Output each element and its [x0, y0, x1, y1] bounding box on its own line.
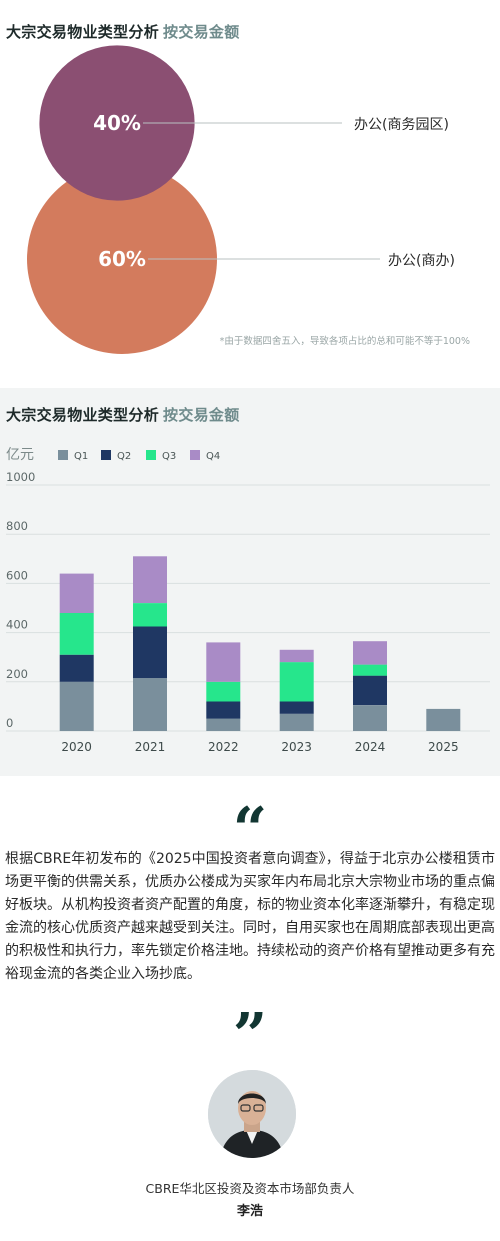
- bubble-footnote: *由于数据四舍五入，导致各项占比的总和可能不等于100%: [219, 336, 470, 347]
- x-tick-label-2020: 2020: [61, 740, 92, 754]
- y-axis-unit-label: 亿元: [6, 447, 34, 463]
- bar-2021-Q2: [133, 626, 167, 679]
- bar-2023-Q3: [279, 662, 314, 702]
- close-quote-icon: ”: [232, 1001, 268, 1071]
- bubble-chart: 40% 办公(商务园区) 60% 办公(商办): [27, 45, 455, 354]
- bubble-value-label-1: 40%: [93, 111, 141, 135]
- bubble-2: [27, 164, 217, 354]
- bubble-chart-title: 大宗交易物业类型分析 按交易金额: [6, 21, 240, 42]
- bubble-1: [39, 45, 195, 201]
- person-portrait-icon: [208, 1070, 296, 1158]
- legend-swatch-Q2: [101, 450, 111, 460]
- y-tick-label-400: 400: [6, 618, 28, 632]
- bar-2020-Q4: [59, 573, 94, 613]
- legend-label-Q1: Q1: [74, 451, 88, 462]
- bar-2023-Q4: [279, 649, 314, 663]
- bar-2024-Q1: [353, 705, 387, 731]
- author-title: CBRE华北区投资及资本市场部负责人: [145, 1181, 355, 1196]
- y-tick-label-200: 200: [6, 667, 28, 681]
- bar-chart-section: 大宗交易物业类型分析 按交易金额 亿元 Q1 Q2 Q3 Q4 0 200 400 600 800 1…: [0, 388, 500, 776]
- bar-2020-Q2: [59, 654, 94, 682]
- legend-swatch-Q3: [146, 450, 156, 460]
- bar-2023-Q1: [279, 713, 314, 731]
- legend-label-Q3: Q3: [162, 451, 176, 462]
- quote-text: 根据CBRE年初发布的《2025中国投资者意向调查》，得益于北京办公楼租赁市场更…: [5, 851, 495, 982]
- y-tick-label-0: 0: [6, 716, 13, 730]
- bar-2025-Q1: [426, 708, 461, 731]
- bar-chart-title: 大宗交易物业类型分析 按交易金额: [6, 404, 240, 425]
- avatar: [208, 1070, 296, 1158]
- author-name: 李浩: [236, 1204, 263, 1219]
- bar-2021-Q3: [133, 603, 167, 627]
- legend-swatch-Q4: [190, 450, 200, 460]
- legend-swatch-Q1: [58, 450, 68, 460]
- bubble-chart-title-sub: 按交易金额: [163, 23, 240, 41]
- x-tick-label-2021: 2021: [135, 740, 166, 754]
- bar-2022-Q1: [206, 718, 241, 731]
- y-tick-label-600: 600: [6, 568, 28, 582]
- bar-2021-Q4: [133, 556, 167, 603]
- x-tick-label-2025: 2025: [428, 740, 459, 754]
- bar-2023-Q2: [279, 701, 314, 714]
- bar-2022-Q2: [206, 701, 241, 719]
- y-tick-label-1000: 1000: [6, 470, 35, 484]
- bar-chart-title-main: 大宗交易物业类型分析: [6, 406, 160, 424]
- bubble-chart-title-main: 大宗交易物业类型分析: [6, 23, 160, 41]
- legend-label-Q2: Q2: [117, 451, 131, 462]
- bubble-value-label-2: 60%: [98, 247, 146, 271]
- bar-2024-Q4: [353, 641, 387, 665]
- bar-2022-Q4: [206, 642, 241, 682]
- legend-label-Q4: Q4: [206, 451, 220, 462]
- bar-2024-Q2: [353, 675, 387, 706]
- bar-2021-Q1: [133, 678, 167, 731]
- bubble-chart-section: 大宗交易物业类型分析 按交易金额 40% 办公(商务园区) 60% 办公(商办) *由于…: [0, 0, 500, 380]
- bar-chart-title-sub: 按交易金额: [163, 406, 240, 424]
- x-tick-label-2024: 2024: [355, 740, 386, 754]
- bar-2022-Q3: [206, 681, 241, 702]
- bubble-category-label-2: 办公(商办): [388, 253, 455, 269]
- bar-2020-Q3: [59, 612, 94, 655]
- stacked-bar-chart: 亿元 Q1 Q2 Q3 Q4 0 200 400 600 800 1000 2020 2021 2022 2…: [6, 447, 490, 754]
- y-tick-label-800: 800: [6, 519, 28, 533]
- bubble-category-label-1: 办公(商务园区): [354, 117, 449, 133]
- x-tick-label-2022: 2022: [208, 740, 239, 754]
- open-quote-icon: “: [232, 795, 268, 865]
- bar-2020-Q1: [59, 681, 94, 731]
- bar-2024-Q3: [353, 664, 387, 676]
- x-tick-label-2023: 2023: [281, 740, 312, 754]
